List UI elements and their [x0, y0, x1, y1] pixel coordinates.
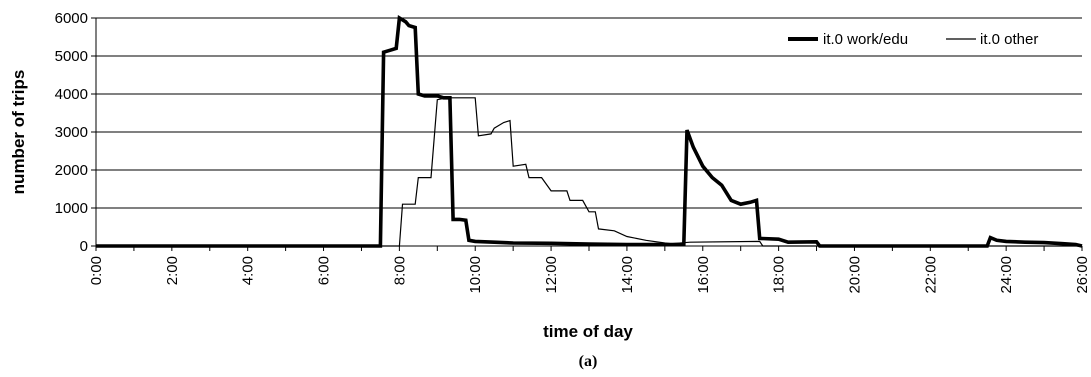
x-tick-label-20-00: 20:00: [846, 256, 863, 294]
y-tick-label-1000: 1000: [55, 200, 88, 217]
figure-caption: (a): [579, 353, 598, 370]
x-tick-labels: 0:00 2:00 4:00 6:00 8:00 10:00 12:00 14:00 16:00…: [88, 256, 1091, 294]
y-tick-label-0: 0: [80, 238, 88, 255]
x-tick-label-4-00: 4:00: [240, 256, 257, 285]
legend: it.0 work/edu it.0 other: [788, 31, 1038, 48]
x-tick-label-6-00: 6:00: [316, 256, 333, 285]
x-tick-label-16-00: 16:00: [695, 256, 712, 294]
x-tick-label-0-00: 0:00: [88, 256, 105, 285]
x-tick-label-18-00: 18:00: [771, 256, 788, 294]
series-line-other: [96, 97, 1082, 247]
y-tick-labels: 0 1000 2000 3000 4000 5000 6000: [55, 10, 88, 255]
x-tick-label-22-00: 22:00: [922, 256, 939, 294]
y-tick-label-2000: 2000: [55, 162, 88, 179]
legend-label-other: it.0 other: [980, 31, 1038, 48]
gridlines: [91, 17, 1082, 247]
y-tick-label-3000: 3000: [55, 124, 88, 141]
x-axis-title: time of day: [543, 322, 633, 341]
x-tick-label-24-00: 24:00: [998, 256, 1015, 294]
y-axis-title: number of trips: [9, 70, 28, 195]
x-tick-label-10-00: 10:00: [467, 256, 484, 294]
x-tick-label-26-00: 26:00: [1074, 256, 1091, 294]
x-tick-label-2-00: 2:00: [164, 256, 181, 285]
y-tick-label-4000: 4000: [55, 86, 88, 103]
x-tick-label-8-00: 8:00: [391, 256, 408, 285]
y-tick-label-6000: 6000: [55, 10, 88, 27]
x-tick-label-14-00: 14:00: [619, 256, 636, 294]
series-lines: [96, 14, 1083, 248]
y-tick-label-5000: 5000: [55, 48, 88, 65]
legend-label-work-edu: it.0 work/edu: [823, 31, 908, 48]
x-tick-label-12-00: 12:00: [543, 256, 560, 294]
